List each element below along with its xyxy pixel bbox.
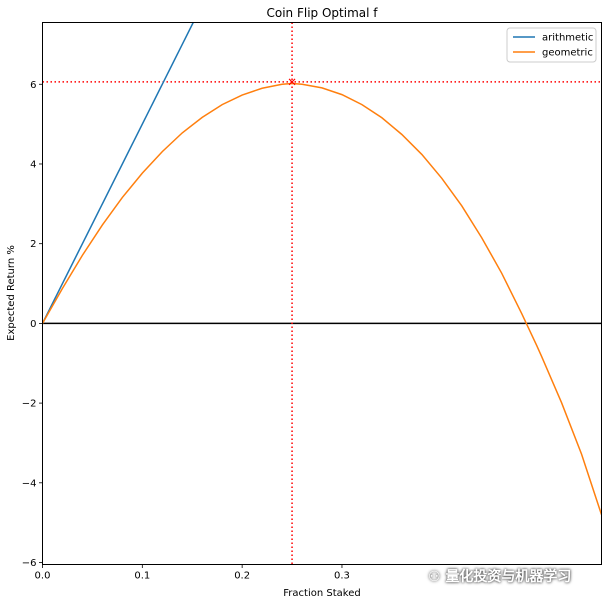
y-tick-label: −6 (22, 558, 37, 569)
legend: arithmetic geometric (506, 27, 597, 63)
arithmetic-series-line (42, 22, 195, 324)
watermark: ⚇ 量化投资与机器学习 (428, 566, 571, 586)
wechat-icon: ⚇ (428, 569, 441, 585)
y-tick-label: 2 (30, 239, 36, 250)
x-tick-label: 0.0 (35, 571, 51, 582)
plot-area (42, 22, 602, 565)
x-tick-label: 0.3 (334, 571, 350, 582)
chart-title: Coin Flip Optimal f (267, 6, 379, 20)
legend-geometric-label: geometric (542, 48, 593, 59)
y-tick-label: 0 (30, 319, 36, 330)
optimum-marker-stroke (288, 78, 296, 86)
legend-arithmetic-label: arithmetic (542, 33, 593, 44)
y-tick-label: −2 (22, 399, 37, 410)
y-tick-label: 4 (30, 159, 36, 170)
y-axis-label: Expected Return % (6, 245, 17, 341)
optimum-marker (288, 78, 296, 86)
x-axis-ticks: 0.0 0.1 0.2 0.3 (35, 564, 350, 582)
geometric-series-line (42, 82, 602, 515)
x-tick-label: 0.2 (234, 571, 250, 582)
x-tick-label: 0.1 (134, 571, 150, 582)
plot-frame (42, 22, 602, 565)
y-tick-label: 6 (30, 80, 36, 91)
y-axis-ticks: −6 −4 −2 0 2 4 6 (22, 80, 43, 569)
y-tick-label: −4 (22, 478, 37, 489)
x-axis-label: Fraction Staked (283, 588, 360, 599)
watermark-text: 量化投资与机器学习 (445, 569, 572, 585)
